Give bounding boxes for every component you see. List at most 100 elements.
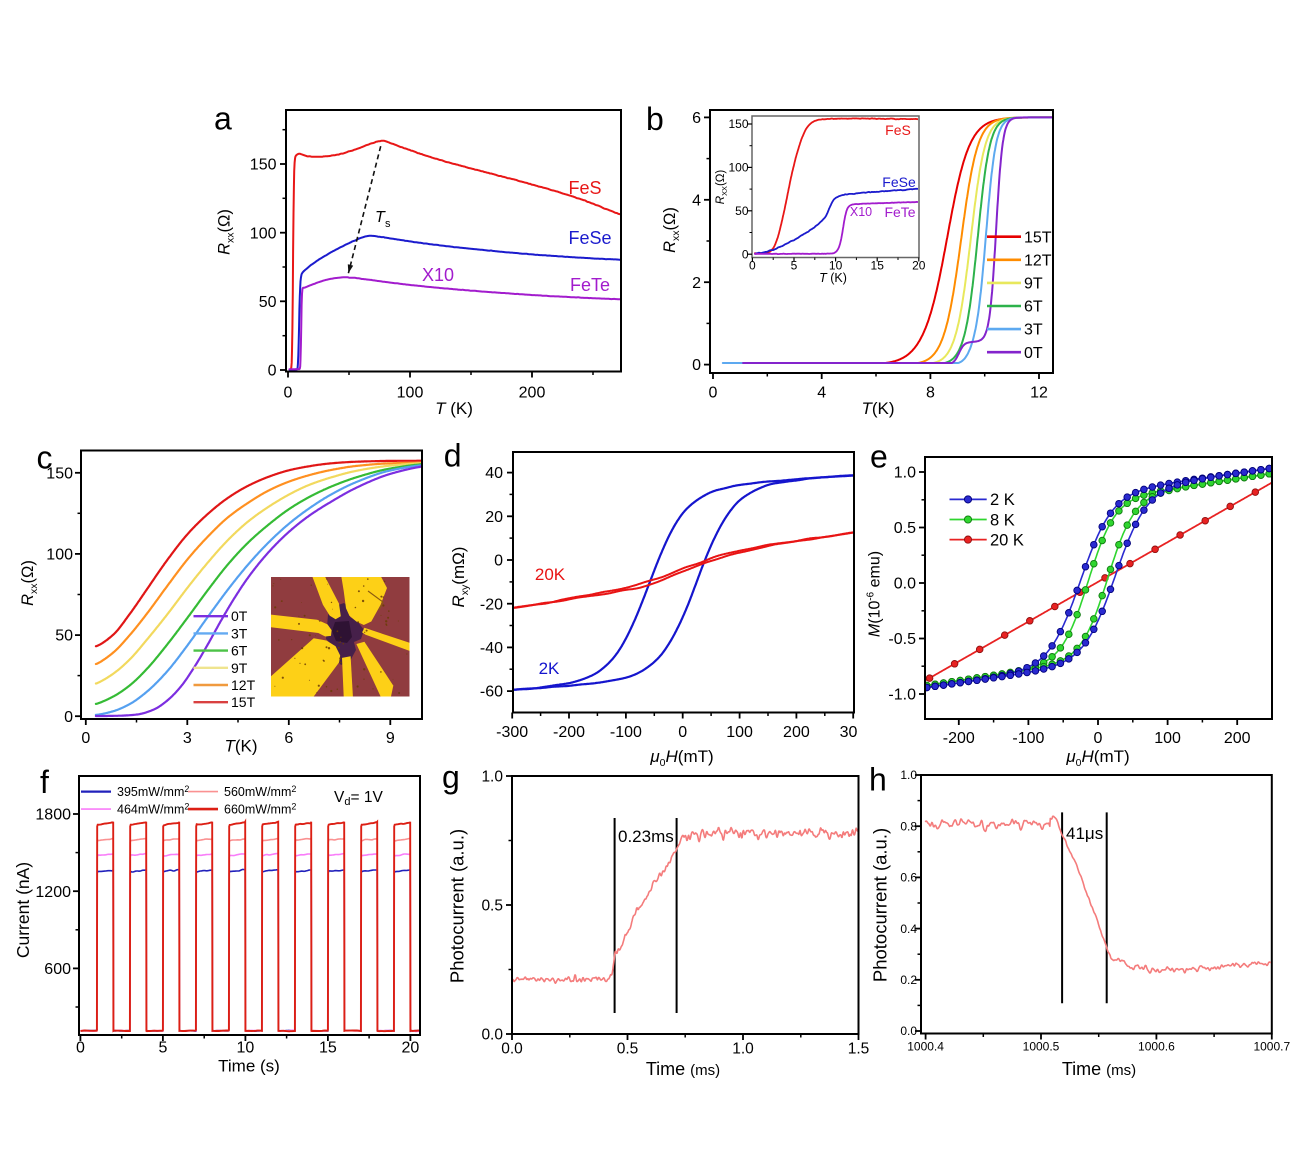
- svg-text:FeS: FeS: [885, 122, 911, 138]
- svg-text:150: 150: [728, 117, 748, 131]
- svg-text:Time (s): Time (s): [218, 1057, 280, 1076]
- svg-text:0: 0: [494, 553, 503, 570]
- svg-text:h: h: [869, 762, 887, 798]
- svg-text:10: 10: [829, 259, 843, 273]
- svg-text:e: e: [870, 439, 888, 475]
- svg-text:100: 100: [1154, 730, 1181, 747]
- svg-text:9: 9: [386, 730, 395, 747]
- svg-text:X10: X10: [422, 265, 454, 285]
- svg-text:Time (ms): Time (ms): [1062, 1059, 1136, 1079]
- svg-text:X10: X10: [850, 205, 872, 219]
- svg-text:12T: 12T: [231, 677, 256, 693]
- svg-text:1000.5: 1000.5: [1023, 1040, 1060, 1054]
- svg-text:9T: 9T: [231, 660, 248, 676]
- svg-text:20 K: 20 K: [990, 531, 1024, 549]
- svg-text:Vd= 1V: Vd= 1V: [334, 789, 383, 808]
- svg-text:600: 600: [44, 961, 71, 978]
- svg-text:0T: 0T: [231, 608, 248, 624]
- svg-text:1.5: 1.5: [848, 1041, 870, 1058]
- svg-text:FeTe: FeTe: [884, 204, 915, 220]
- svg-text:-100: -100: [1012, 730, 1044, 747]
- svg-text:15: 15: [871, 259, 885, 273]
- svg-text:Photocurrent (a.u.): Photocurrent (a.u.): [870, 828, 891, 982]
- svg-text:100: 100: [250, 225, 277, 242]
- svg-text:T (K): T (K): [819, 271, 847, 285]
- svg-text:100: 100: [46, 547, 73, 564]
- svg-text:1000.4: 1000.4: [907, 1040, 944, 1054]
- svg-text:0.23ms: 0.23ms: [618, 827, 674, 846]
- svg-text:-60: -60: [480, 684, 503, 701]
- svg-text:100: 100: [728, 161, 748, 175]
- svg-text:0.4: 0.4: [900, 922, 917, 936]
- svg-text:50: 50: [55, 628, 73, 645]
- svg-text:-300: -300: [496, 724, 528, 741]
- svg-text:660mW/mm2: 660mW/mm2: [224, 802, 296, 817]
- svg-text:T(K): T(K): [224, 737, 257, 756]
- svg-text:Time (ms): Time (ms): [646, 1059, 720, 1079]
- svg-text:0: 0: [268, 363, 277, 380]
- svg-text:1.0: 1.0: [894, 465, 916, 482]
- svg-text:150: 150: [46, 465, 73, 482]
- svg-text:0.2: 0.2: [900, 973, 917, 987]
- svg-text:a: a: [214, 101, 232, 137]
- svg-text:0: 0: [64, 709, 73, 726]
- svg-text:0.0: 0.0: [501, 1041, 523, 1058]
- svg-text:15T: 15T: [1024, 229, 1052, 246]
- svg-text:-1.0: -1.0: [888, 687, 916, 704]
- svg-text:40: 40: [485, 465, 503, 482]
- svg-text:0: 0: [284, 385, 293, 402]
- svg-text:FeSe: FeSe: [882, 174, 916, 190]
- svg-text:0: 0: [76, 1040, 85, 1057]
- svg-text:0.6: 0.6: [900, 871, 917, 885]
- svg-text:20K: 20K: [535, 565, 566, 584]
- svg-text:15: 15: [319, 1040, 337, 1057]
- svg-text:RXX​(Ω): RXX​(Ω): [715, 170, 729, 205]
- svg-text:20: 20: [485, 509, 503, 526]
- svg-text:1.0: 1.0: [900, 768, 917, 782]
- svg-text:100: 100: [726, 724, 753, 741]
- svg-text:0: 0: [81, 730, 90, 747]
- svg-text:395mW/mm2: 395mW/mm2: [117, 784, 189, 799]
- svg-text:6: 6: [692, 110, 701, 127]
- svg-text:4: 4: [692, 192, 701, 209]
- svg-text:-100: -100: [610, 724, 642, 741]
- svg-text:1200: 1200: [35, 884, 71, 901]
- svg-text:Rxx​(Ω): Rxx​(Ω): [19, 560, 40, 606]
- svg-text:μ0​H(mT): μ0​H(mT): [1065, 747, 1129, 769]
- svg-text:0T: 0T: [1024, 345, 1043, 362]
- svg-text:20: 20: [402, 1040, 420, 1057]
- svg-text:12: 12: [1030, 385, 1048, 402]
- svg-text:T (K): T (K): [435, 399, 473, 418]
- svg-text:0.5: 0.5: [894, 520, 916, 537]
- svg-text:10: 10: [237, 1040, 255, 1057]
- svg-text:0: 0: [678, 724, 687, 741]
- svg-text:FeS: FeS: [568, 178, 601, 198]
- svg-text:0: 0: [692, 357, 701, 374]
- svg-text:T(K): T(K): [861, 399, 894, 418]
- svg-text:0.5: 0.5: [481, 897, 503, 914]
- svg-text:50: 50: [735, 204, 749, 218]
- svg-text:4: 4: [817, 385, 826, 402]
- svg-text:0.5: 0.5: [617, 1041, 639, 1058]
- svg-text:8 K: 8 K: [990, 511, 1015, 529]
- svg-text:6T: 6T: [1024, 299, 1043, 316]
- svg-text:1.0: 1.0: [481, 768, 503, 785]
- svg-text:8: 8: [926, 385, 935, 402]
- svg-text:Rxx​(Ω): Rxx​(Ω): [215, 209, 236, 255]
- svg-text:20: 20: [912, 259, 926, 273]
- svg-text:30: 30: [840, 724, 858, 741]
- svg-text:2: 2: [692, 275, 701, 292]
- svg-text:0.0: 0.0: [894, 576, 916, 593]
- svg-text:c: c: [37, 440, 53, 476]
- svg-text:FeSe: FeSe: [568, 228, 611, 248]
- svg-text:464mW/mm2: 464mW/mm2: [117, 802, 189, 817]
- svg-text:d: d: [444, 438, 462, 474]
- svg-text:200: 200: [783, 724, 810, 741]
- svg-text:-0.5: -0.5: [888, 631, 916, 648]
- svg-text:5: 5: [791, 259, 798, 273]
- svg-text:f: f: [40, 764, 49, 800]
- svg-text:0.0: 0.0: [900, 1024, 917, 1038]
- svg-text:s: s: [385, 218, 391, 230]
- svg-text:T: T: [375, 209, 386, 226]
- svg-text:12T: 12T: [1024, 252, 1052, 269]
